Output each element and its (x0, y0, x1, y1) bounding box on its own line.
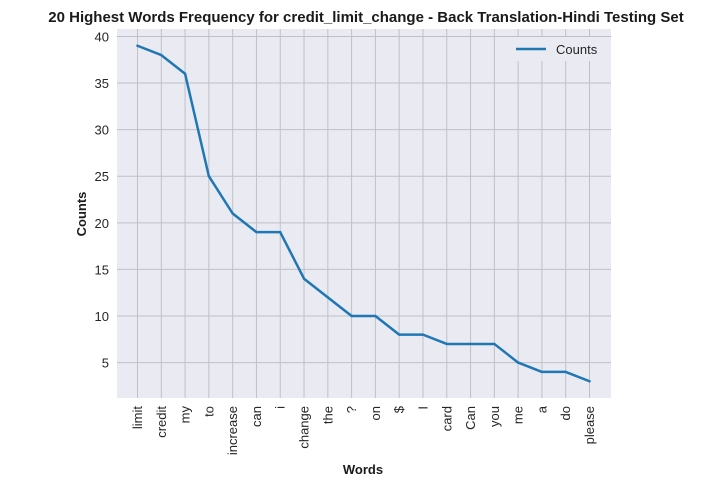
x-tick-label: $ (392, 405, 407, 413)
x-tick-label: on (368, 406, 383, 420)
data-point (231, 212, 234, 215)
x-tick-label: Can (463, 406, 478, 430)
y-tick-label: 25 (95, 169, 109, 184)
x-tick-label: i (273, 406, 288, 409)
x-tick-label: the (320, 406, 335, 424)
x-tick-label: limit (130, 406, 145, 429)
x-tick-label: card (439, 406, 454, 431)
x-tick-label: can (249, 406, 264, 427)
data-point (279, 230, 282, 234)
data-point (207, 175, 211, 178)
data-point (469, 342, 472, 346)
data-point (564, 370, 567, 374)
x-tick-label: change (297, 406, 312, 449)
data-point (255, 230, 258, 234)
y-tick-label: 40 (95, 29, 109, 44)
x-tick-label: my (178, 406, 193, 424)
y-tick-label: 20 (95, 216, 109, 231)
x-tick-label: to (201, 406, 216, 417)
data-point (445, 342, 448, 346)
legend: Counts (505, 37, 603, 61)
y-tick-label: 10 (95, 309, 109, 324)
x-tick-label: me (511, 406, 526, 424)
x-tick-label: you (487, 406, 502, 427)
data-point (397, 333, 401, 336)
data-point (421, 333, 425, 336)
y-tick-label: 5 (102, 356, 109, 371)
data-point (493, 342, 496, 346)
x-tick-label: ? (344, 406, 359, 413)
x-tick-label: a (534, 405, 549, 413)
legend-label-counts: Counts (556, 42, 598, 57)
data-point (160, 53, 163, 57)
y-tick-label: 35 (95, 76, 109, 91)
series-group (136, 44, 591, 383)
y-ticks: 5 10 15 20 25 30 35 40 (95, 29, 109, 370)
data-point (374, 314, 377, 318)
data-point (136, 44, 139, 47)
y-tick-label: 30 (95, 123, 109, 138)
y-tick-label: 15 (95, 262, 109, 277)
x-tick-label: credit (154, 406, 169, 438)
plot-area (117, 29, 611, 398)
x-tick-label: do (558, 406, 573, 420)
x-ticks: limit credit my to increase can i change the? on $… (130, 405, 597, 455)
data-point (350, 314, 353, 318)
x-tick-label: please (582, 406, 597, 444)
x-tick-label: increase (225, 406, 240, 455)
data-point (183, 72, 187, 75)
x-tick-label: I (415, 406, 430, 410)
data-point (588, 380, 591, 383)
series-line-counts (136, 44, 591, 383)
data-point (302, 277, 306, 280)
x-axis-label: Words (343, 462, 383, 477)
data-point (540, 370, 544, 374)
data-point (326, 296, 330, 299)
data-point (516, 361, 520, 364)
chart-title: 20 Highest Words Frequency for credit_li… (48, 9, 683, 26)
y-axis-label: Counts (74, 192, 89, 237)
